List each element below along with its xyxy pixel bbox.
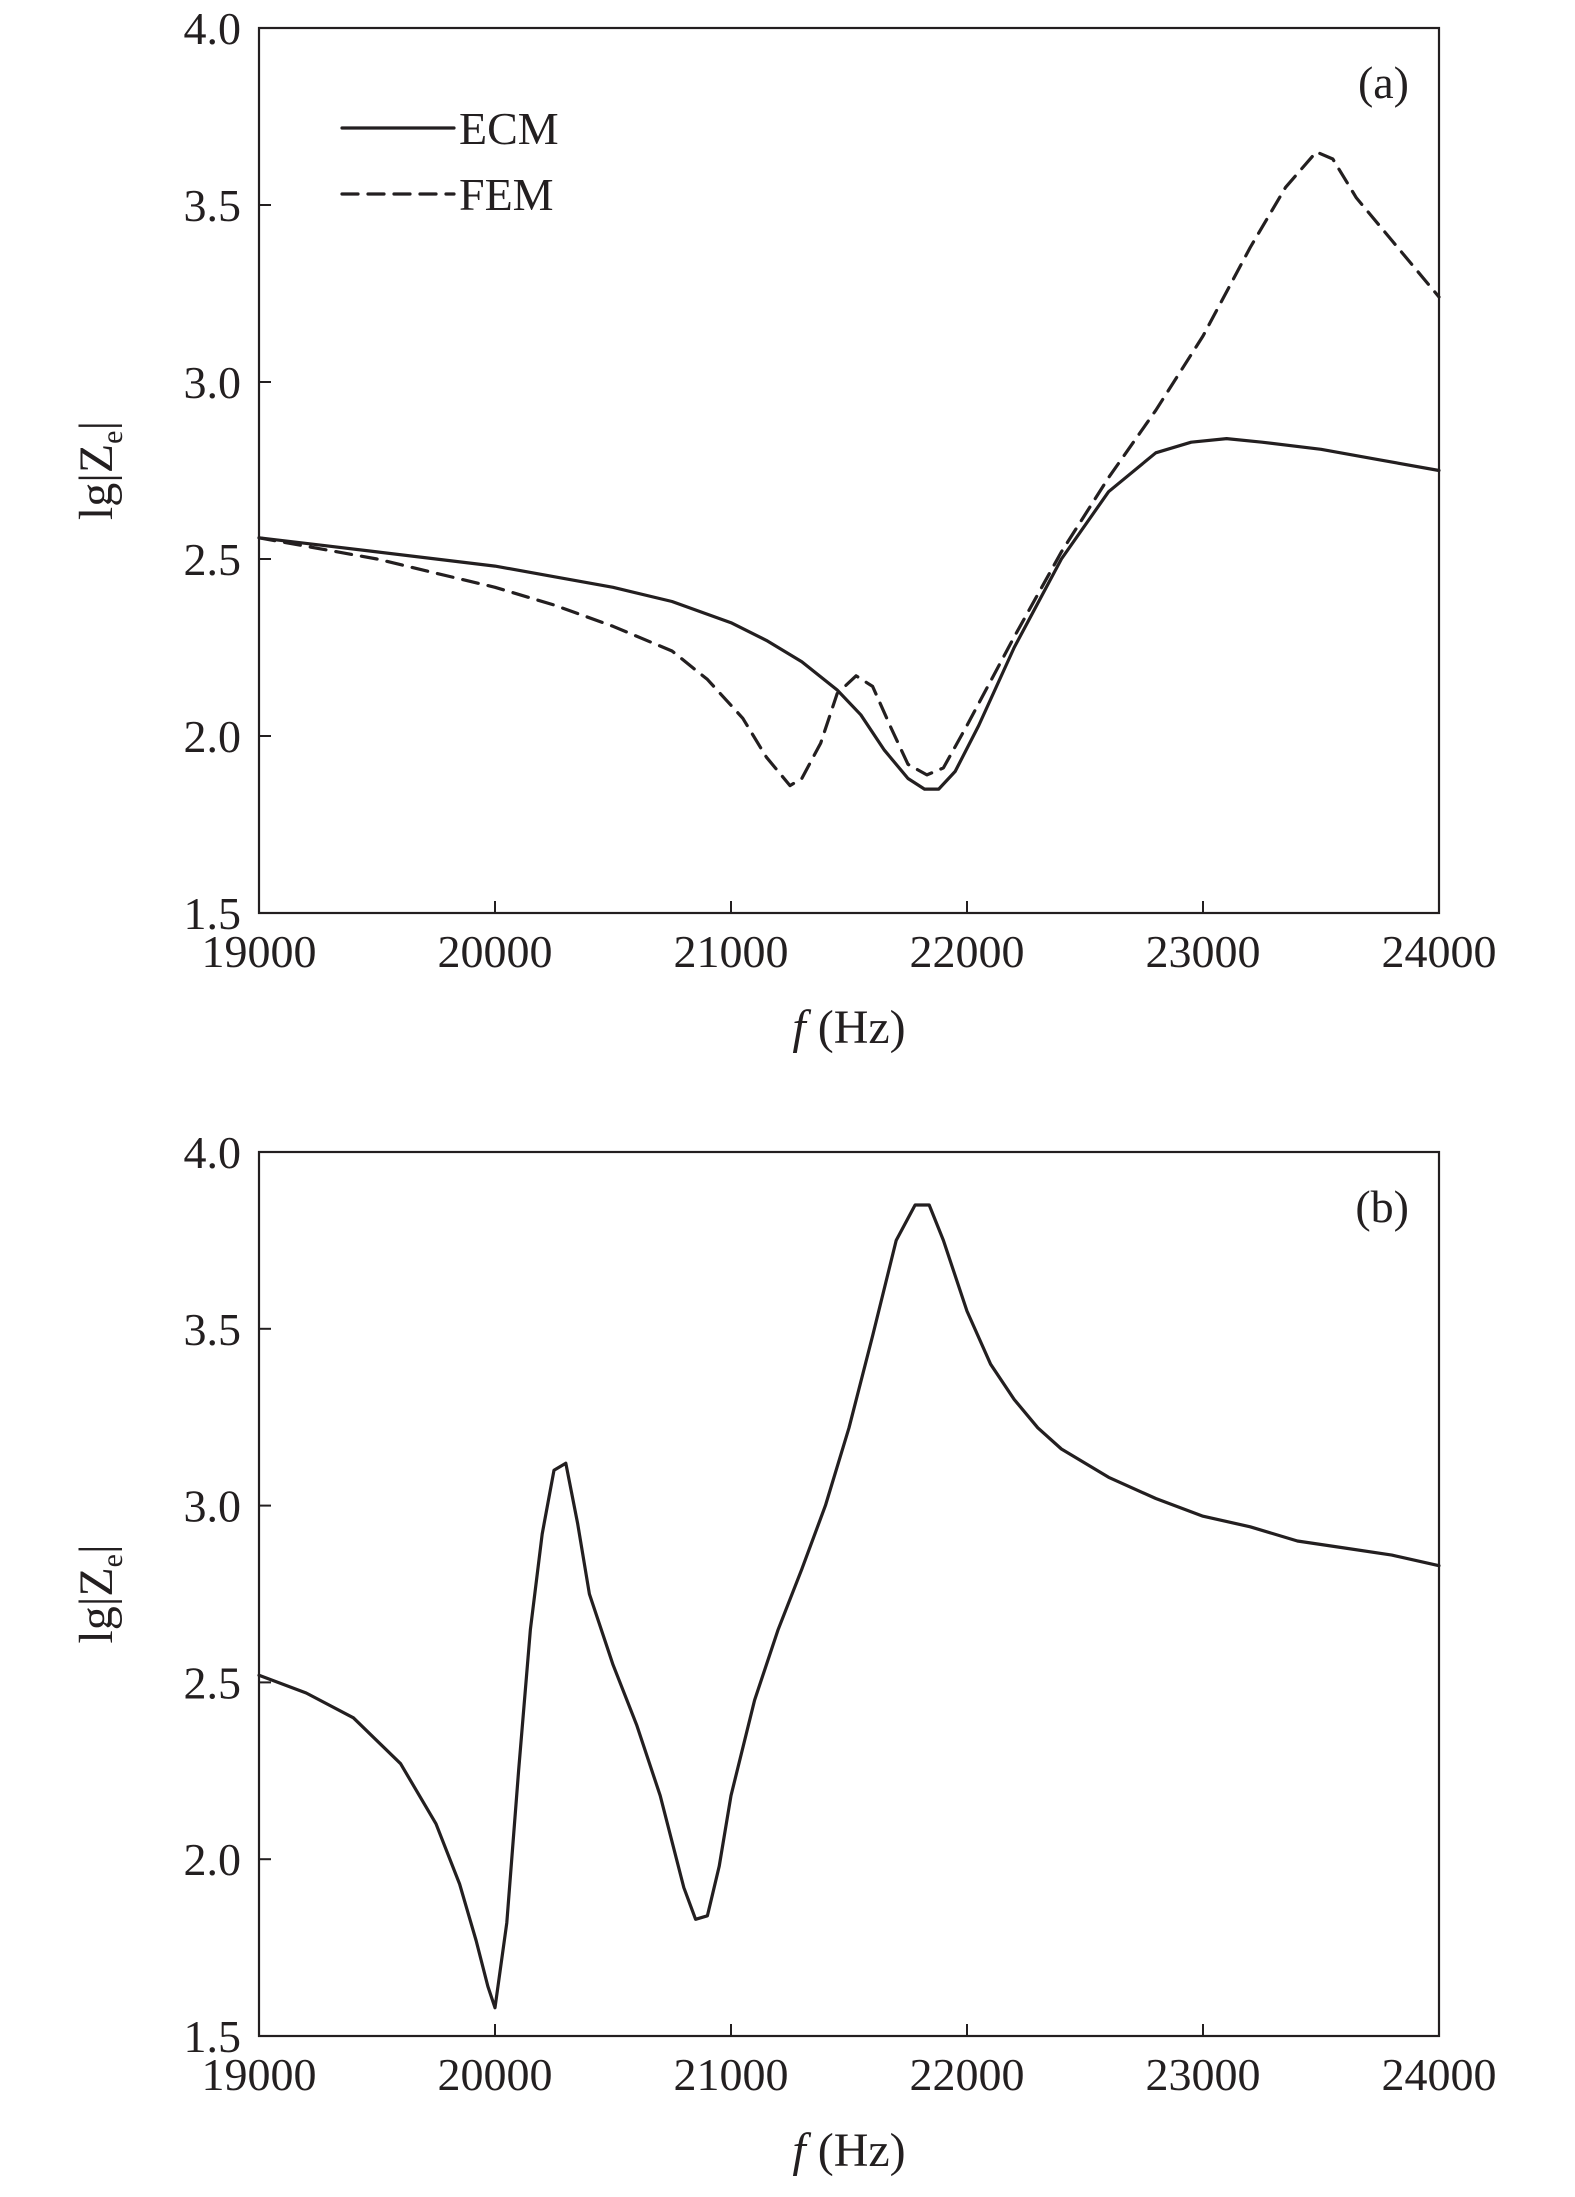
y-axis-label-suffix: | [70, 421, 123, 431]
x-tick-label: 23000 [1146, 2049, 1261, 2100]
y-tick-label: 2.5 [184, 1657, 242, 1708]
x-axis-label-unit: (Hz) [806, 2124, 906, 2177]
y-tick-label: 2.0 [184, 711, 242, 762]
x-tick-label: 23000 [1146, 926, 1261, 977]
y-tick-label: 2.0 [184, 1834, 242, 1885]
x-axis-label: f (Hz) [792, 1001, 905, 1054]
y-axis-label: lg|Ze| [70, 1544, 129, 1643]
y-tick-label: 1.5 [184, 2011, 242, 2062]
legend: ECM FEM [340, 103, 559, 220]
y-tick-label: 3.0 [184, 357, 242, 408]
y-tick-label: 3.5 [184, 180, 242, 231]
y-axis-label-subscript: e [96, 431, 129, 444]
x-tick-label: 21000 [674, 926, 789, 977]
y-axis-label: lg|Ze| [70, 421, 129, 520]
fem-series-line [257, 150, 1441, 788]
legend-label-ecm: ECM [459, 103, 559, 154]
panel-b: 19000 20000 21000 22000 23000 24000 1.5 2.0 2.5 3… [70, 1127, 1497, 2177]
y-tick-label: 3.0 [184, 1481, 242, 1532]
y-axis-label-subscript: e [96, 1554, 129, 1567]
y-tick-label: 1.5 [184, 888, 242, 939]
x-tick-label: 24000 [1382, 926, 1497, 977]
x-tick-label: 20000 [438, 2049, 553, 2100]
x-tick-label: 19000 [202, 2049, 317, 2100]
panel-a: 19000 20000 21000 22000 23000 24000 1.5 2.0 2.5 3… [70, 3, 1497, 1054]
x-tick-label: 19000 [202, 926, 317, 977]
x-tick-label: 20000 [438, 926, 553, 977]
x-axis-label-unit: (Hz) [806, 1001, 906, 1054]
x-tick-label: 22000 [910, 2049, 1025, 2100]
x-tick-label: 24000 [1382, 2049, 1497, 2100]
y-tick-label: 3.5 [184, 1304, 242, 1355]
y-tick-label: 4.0 [184, 3, 242, 54]
y-axis-label-prefix: lg|Z [70, 1567, 123, 1643]
x-tick-label: 21000 [674, 2049, 789, 2100]
y-tick-label: 2.5 [184, 534, 242, 585]
y-tick-label: 4.0 [184, 1127, 242, 1178]
impedance-series-line [257, 1203, 1441, 2010]
y-axis-label-suffix: | [70, 1544, 123, 1554]
legend-label-fem: FEM [459, 169, 554, 220]
plot-frame [257, 1150, 1441, 2038]
ecm-series-line [257, 437, 1441, 791]
x-axis-label: f (Hz) [792, 2124, 905, 2177]
plot-frame [257, 26, 1441, 915]
y-axis-label-prefix: lg|Z [70, 444, 123, 520]
panel-label: (a) [1358, 57, 1409, 108]
panel-label: (b) [1355, 1181, 1409, 1232]
x-tick-label: 22000 [910, 926, 1025, 977]
